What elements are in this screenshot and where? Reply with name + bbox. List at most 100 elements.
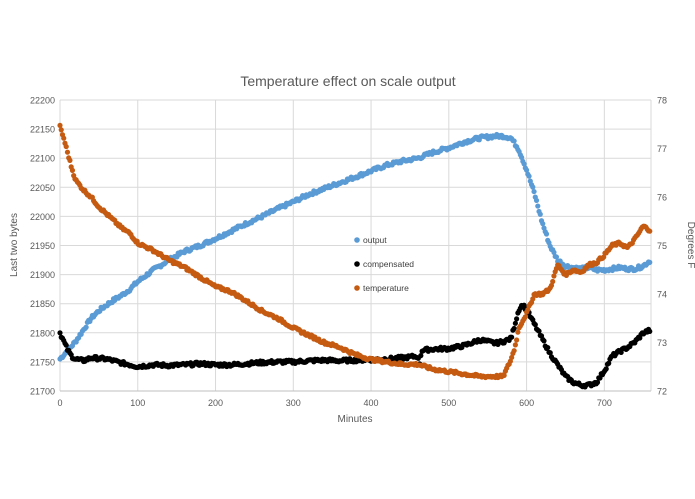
output-point xyxy=(531,188,537,195)
legend-label: compensated xyxy=(363,259,414,269)
temperature-point xyxy=(512,342,518,348)
compensated-point xyxy=(63,342,69,348)
temperature-point xyxy=(550,278,556,285)
temperature-point xyxy=(514,337,520,343)
temperature-point xyxy=(63,143,69,150)
compensated-point xyxy=(514,316,520,322)
series-compensated xyxy=(57,302,653,390)
x-tick-label: 700 xyxy=(597,398,612,408)
temperature-point xyxy=(501,372,507,379)
legend-marker xyxy=(354,261,360,267)
y-tick-label: 22200 xyxy=(30,96,55,106)
y2-tick-label: 76 xyxy=(657,193,667,203)
compensated-point xyxy=(57,330,63,336)
chart-title: Temperature effect on scale output xyxy=(240,73,455,89)
compensated-point xyxy=(606,360,612,366)
x-axis-label: Minutes xyxy=(337,414,372,425)
temperature-point xyxy=(67,157,73,163)
compensated-point xyxy=(545,344,551,351)
x-tick-label: 0 xyxy=(57,398,62,408)
compensated-point xyxy=(511,325,517,332)
y-tick-label: 21850 xyxy=(30,299,55,309)
y-tick-label: 21750 xyxy=(30,357,55,367)
y-tick-label: 22150 xyxy=(30,125,55,135)
output-point xyxy=(523,167,530,173)
x-tick-label: 200 xyxy=(208,398,223,408)
x-tick-label: 500 xyxy=(441,398,456,408)
legend: output compensated temperature xyxy=(354,235,414,293)
legend-item-temperature: temperature xyxy=(354,283,409,293)
output-point xyxy=(543,231,550,237)
y2-tick-label: 78 xyxy=(657,96,667,106)
legend-item-compensated: compensated xyxy=(354,259,414,269)
x-tick-label: 400 xyxy=(364,398,379,408)
compensated-point xyxy=(509,334,515,340)
y-axis-label: Last two bytes xyxy=(9,213,20,277)
output-point xyxy=(537,211,543,217)
compensated-point xyxy=(603,366,609,372)
y-tick-label: 22000 xyxy=(30,212,55,222)
compensated-point xyxy=(541,338,547,344)
x-tick-label: 600 xyxy=(519,398,534,408)
temperature-point xyxy=(61,135,67,141)
legend-marker xyxy=(354,285,360,291)
y2-tick-label: 72 xyxy=(657,387,667,397)
compensated-point xyxy=(532,322,538,328)
compensated-point xyxy=(594,379,601,385)
output-point xyxy=(83,324,89,330)
compensated-point xyxy=(536,328,542,334)
temperature-point xyxy=(548,282,555,289)
y2-tick-label: 77 xyxy=(657,144,667,154)
x-tick-label: 100 xyxy=(130,398,145,408)
y-tick-label: 21950 xyxy=(30,241,55,251)
axes: 21700 21750 21800 21850 21900 21950 22000 22050… xyxy=(30,96,667,409)
y-tick-label: 21800 xyxy=(30,328,55,338)
temperature-point xyxy=(522,314,528,320)
temperature-point xyxy=(515,329,521,335)
compensated-point xyxy=(521,302,527,308)
output-point xyxy=(521,161,527,167)
x-tick-label: 300 xyxy=(286,398,301,408)
y-tick-label: 21700 xyxy=(30,387,55,397)
output-point xyxy=(526,173,532,179)
compensated-point xyxy=(647,328,653,335)
output-point xyxy=(553,254,560,260)
legend-label: output xyxy=(363,235,387,245)
temperature-point xyxy=(64,149,71,155)
y2-axis-label: Degrees F xyxy=(685,222,695,269)
temperature-point xyxy=(58,127,64,133)
legend-item-output: output xyxy=(354,235,387,245)
output-point xyxy=(551,249,557,255)
output-point xyxy=(533,197,540,204)
legend-marker xyxy=(354,237,360,243)
legend-label: temperature xyxy=(363,283,409,293)
y-tick-label: 22100 xyxy=(30,154,55,164)
temperature-point xyxy=(509,354,515,361)
output-point xyxy=(511,138,517,144)
temperature-point xyxy=(525,307,531,313)
temperature-point xyxy=(647,228,653,234)
temperature-point xyxy=(530,296,536,302)
temperature-point xyxy=(511,348,517,354)
output-point xyxy=(540,221,546,227)
y-tick-label: 22050 xyxy=(30,183,55,193)
y-tick-label: 21900 xyxy=(30,270,55,280)
temperature-point xyxy=(601,254,607,260)
compensated-point xyxy=(418,353,424,359)
output-point xyxy=(647,259,653,265)
y2-tick-label: 75 xyxy=(657,241,667,251)
temperature-point xyxy=(57,122,63,129)
output-point xyxy=(530,184,536,190)
data-series xyxy=(57,122,653,390)
temperature-point xyxy=(69,167,76,173)
y2-tick-label: 73 xyxy=(657,338,667,348)
temperature-point xyxy=(551,273,557,279)
compensated-point xyxy=(512,320,518,326)
compensated-point xyxy=(547,350,553,356)
series-temperature xyxy=(57,122,653,381)
output-point xyxy=(519,154,525,160)
output-point xyxy=(535,203,541,209)
y2-tick-label: 74 xyxy=(657,290,667,300)
